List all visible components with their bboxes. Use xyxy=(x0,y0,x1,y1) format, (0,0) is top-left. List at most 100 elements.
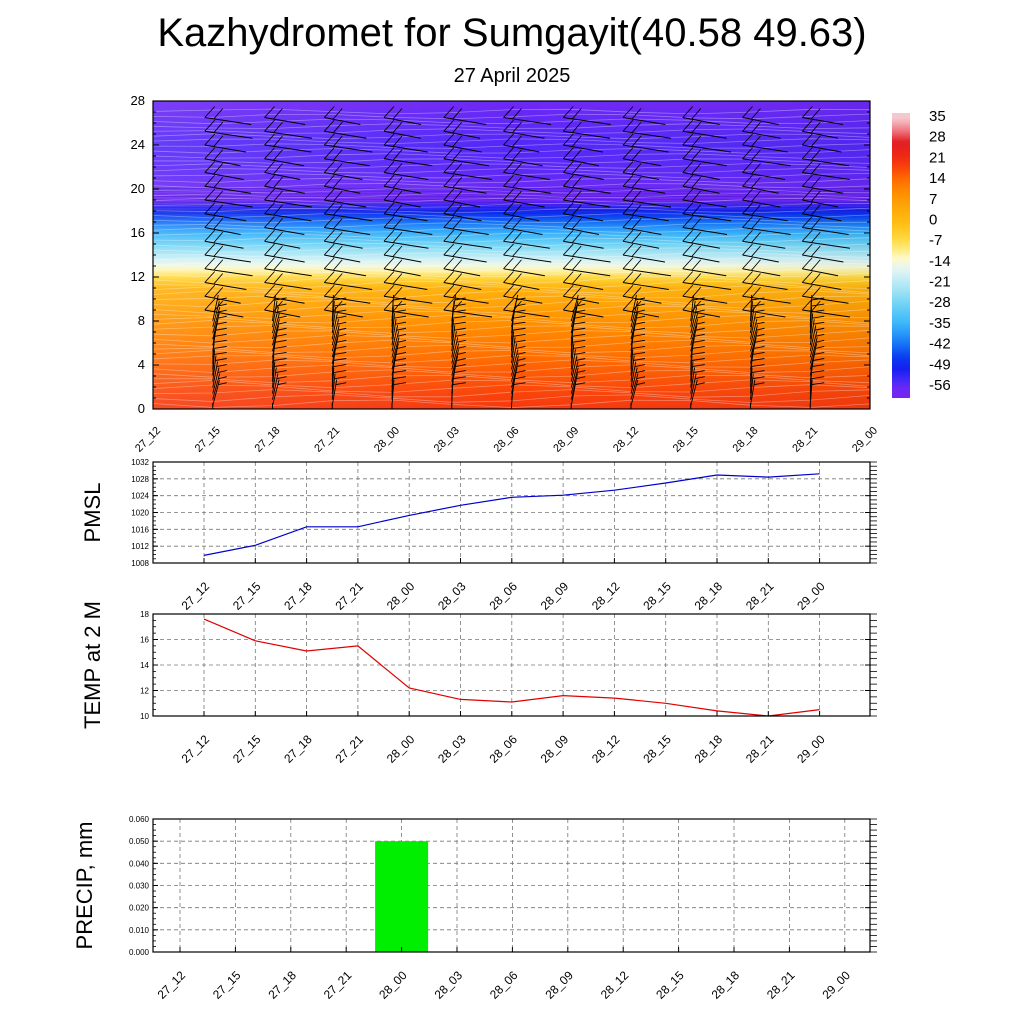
wind-barb xyxy=(801,174,844,194)
wind-barb xyxy=(443,106,487,125)
wind-barb xyxy=(562,161,604,180)
contour-line xyxy=(152,183,871,189)
wind-barb xyxy=(212,300,227,328)
wind-barb xyxy=(742,188,781,208)
wind-barb xyxy=(272,373,287,400)
wind-barb xyxy=(323,284,371,304)
y-tick-label: 0.050 xyxy=(129,837,150,846)
wind-barb xyxy=(570,355,586,382)
x-tick-label: 28_21 xyxy=(743,579,777,613)
wind-barb xyxy=(451,355,466,382)
x-tick-label: 27_12 xyxy=(179,732,213,766)
wind-barb xyxy=(809,331,825,358)
wind-barb xyxy=(264,119,312,139)
wind-barb xyxy=(742,284,791,304)
contour-line xyxy=(152,138,871,145)
wind-barb xyxy=(690,313,705,340)
x-tick-label: 28_00 xyxy=(372,425,402,455)
wind-barb xyxy=(204,271,247,290)
wind-barb xyxy=(264,202,312,222)
wind-barb xyxy=(443,298,493,318)
wind-barb xyxy=(622,188,672,208)
wind-barb xyxy=(801,147,849,167)
wind-barb xyxy=(331,373,347,400)
wind-barb xyxy=(443,243,487,263)
y-tick-label: 1012 xyxy=(131,542,149,551)
wind-barb xyxy=(272,294,287,322)
wind-barb xyxy=(204,106,252,125)
contour-line xyxy=(152,222,871,229)
y-axis-title: TEMP at 2 M xyxy=(80,601,105,729)
x-tick-label: 27_15 xyxy=(230,732,264,766)
contour-line xyxy=(152,192,871,199)
wind-barb xyxy=(503,216,543,235)
wind-barb xyxy=(383,106,422,125)
wind-barb xyxy=(690,300,705,328)
wind-barb xyxy=(204,257,253,277)
y-tick-label: 8 xyxy=(138,313,145,328)
colorbar-label: 14 xyxy=(929,170,946,187)
wind-barb xyxy=(503,147,543,167)
y-axis-title: PRECIP, mm xyxy=(72,822,97,950)
x-tick-label: 28_00 xyxy=(384,579,418,613)
colorbar-ramp xyxy=(892,113,910,398)
wind-barb xyxy=(264,133,312,153)
wind-barb xyxy=(383,229,429,249)
x-tick-label: 28_12 xyxy=(589,579,623,613)
y-tick-label: 0.040 xyxy=(129,859,150,868)
y-tick-label: 4 xyxy=(138,357,145,372)
wind-barb xyxy=(622,216,662,235)
colorbar-label: 35 xyxy=(929,108,946,125)
contour-line xyxy=(152,207,871,214)
colorbar-label: 21 xyxy=(929,149,946,166)
cross-section-shading xyxy=(153,101,870,409)
wind-barb xyxy=(742,216,791,235)
y-tick-label: 0 xyxy=(138,401,145,416)
wind-barb xyxy=(809,313,825,340)
wind-barb xyxy=(809,337,825,364)
wind-barb xyxy=(204,133,246,153)
colorbar-label: -7 xyxy=(929,232,942,249)
x-tick-label: 28_09 xyxy=(551,425,581,455)
x-tick-label: 28_12 xyxy=(589,732,623,766)
wind-barb xyxy=(451,343,466,370)
grid xyxy=(153,462,870,563)
wind-barb xyxy=(742,106,779,125)
wind-barb xyxy=(801,257,839,277)
wind-barb xyxy=(383,202,428,222)
wind-barb xyxy=(562,271,604,290)
wind-barb xyxy=(511,349,526,376)
wind-barb xyxy=(391,331,407,358)
y-tick-label: 14 xyxy=(140,661,149,670)
wind-barb xyxy=(443,202,482,222)
wind-barb xyxy=(443,188,481,208)
wind-barb xyxy=(331,319,347,346)
wind-barbs xyxy=(204,106,851,406)
wind-barb xyxy=(264,106,306,125)
wind-barb xyxy=(383,298,429,318)
wind-barb xyxy=(503,106,552,125)
wind-barb xyxy=(391,319,407,346)
wind-barb xyxy=(622,161,660,180)
wind-barb xyxy=(690,294,705,322)
x-tick-label: 28_18 xyxy=(709,968,743,1002)
wind-barb xyxy=(801,216,849,235)
wind-barb xyxy=(682,147,727,167)
wind-barb xyxy=(630,379,646,406)
wind-barb xyxy=(570,294,586,322)
wind-barb xyxy=(630,361,646,388)
x-tick-label: 28_09 xyxy=(538,732,572,766)
wind-barb xyxy=(750,313,765,340)
wind-barb xyxy=(503,243,552,263)
x-tick-label: 29_00 xyxy=(850,425,880,455)
wind-barb xyxy=(212,306,227,334)
wind-barb xyxy=(630,306,646,334)
contour-line xyxy=(152,153,871,159)
colorbar: 35 28 21 14 7 0 -7 -14 -21 -28 -35 -42 -49 -56 xyxy=(892,108,951,398)
wind-barb xyxy=(383,243,422,263)
wind-barb xyxy=(272,319,287,346)
wind-barb xyxy=(323,216,371,235)
wind-barb xyxy=(451,325,466,352)
x-tick-label: 28_21 xyxy=(764,968,798,1002)
wind-barb xyxy=(503,202,540,222)
